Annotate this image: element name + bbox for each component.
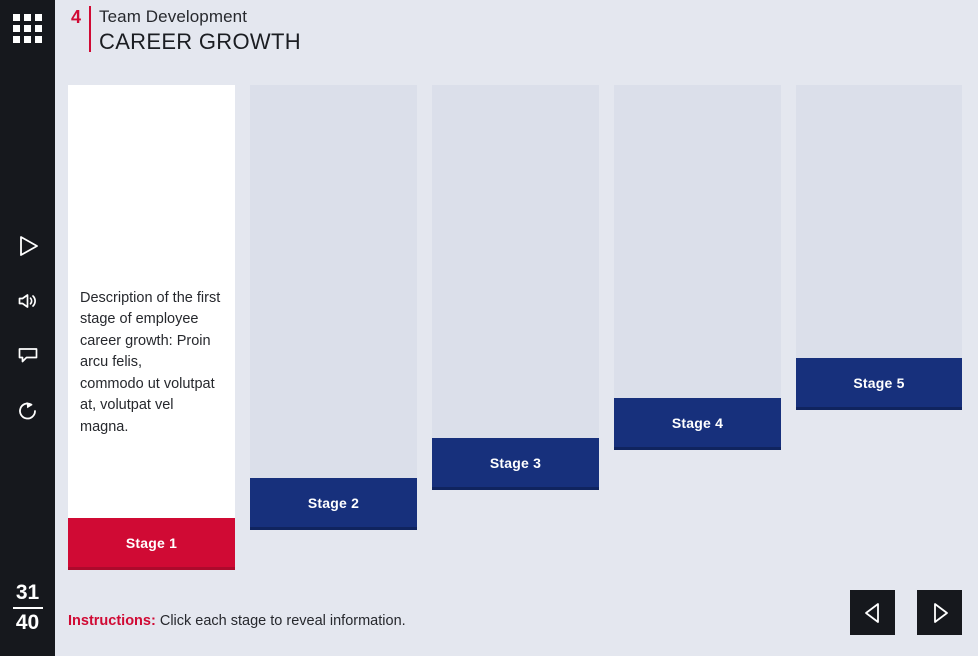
page-total: 40 <box>15 610 40 634</box>
grid-apps-glyph <box>13 13 42 43</box>
stage-column-1: Description of the first stage of employ… <box>68 85 235 518</box>
stage-bar-3[interactable]: Stage 3 <box>432 438 599 490</box>
slide-number: 4 <box>71 7 82 27</box>
stage-bar-label: Stage 2 <box>307 494 360 511</box>
stage-bar-4[interactable]: Stage 4 <box>614 398 781 450</box>
replay-icon[interactable] <box>0 395 55 427</box>
page-title: CAREER GROWTH <box>99 29 301 55</box>
stage-bar-1[interactable]: Stage 1 <box>68 518 235 570</box>
stage-bar-label: Stage 3 <box>489 454 542 471</box>
page-counter: 31 40 <box>0 580 55 634</box>
stage-column-2 <box>250 85 417 478</box>
page-divider <box>12 606 43 609</box>
stage-bar-label: Stage 5 <box>853 374 905 391</box>
stage-description: Description of the first stage of employ… <box>80 288 223 438</box>
stage-bar-2[interactable]: Stage 2 <box>250 478 417 530</box>
header-subtitle: Team Development <box>99 7 248 26</box>
chevron-right-icon <box>933 602 948 623</box>
stage-column-4 <box>614 85 781 398</box>
chevron-left-icon <box>864 602 879 623</box>
volume-icon[interactable] <box>0 285 55 317</box>
next-button[interactable] <box>917 590 962 635</box>
instructions-label: Instructions: <box>68 613 156 629</box>
header-text-block: Team Development CAREER GROWTH <box>99 6 301 56</box>
instructions-text: Click each stage to reveal information. <box>159 613 406 629</box>
instructions: Instructions: Click each stage to reveal… <box>68 613 406 629</box>
player-sidebar: 31 40 <box>0 0 55 656</box>
play-icon[interactable] <box>0 230 55 262</box>
stage-description-paragraph: commodo ut volutpat at, volutpat vel mag… <box>80 375 215 435</box>
stage-bar-label: Stage 4 <box>671 414 724 431</box>
stage-column-3 <box>432 85 599 438</box>
slide-header: 4 Team Development CAREER GROWTH <box>55 0 978 70</box>
previous-button[interactable] <box>850 590 895 635</box>
stage-bar-label: Stage 1 <box>125 534 178 551</box>
captions-icon[interactable] <box>0 338 55 370</box>
grid-apps-icon[interactable] <box>0 12 55 44</box>
stage-column-5 <box>796 85 962 358</box>
stage-description-paragraph: Description of the first stage of employ… <box>80 290 221 371</box>
header-accent-divider <box>89 6 91 52</box>
page-current: 31 <box>15 580 40 604</box>
stage-bar-5[interactable]: Stage 5 <box>796 358 962 410</box>
